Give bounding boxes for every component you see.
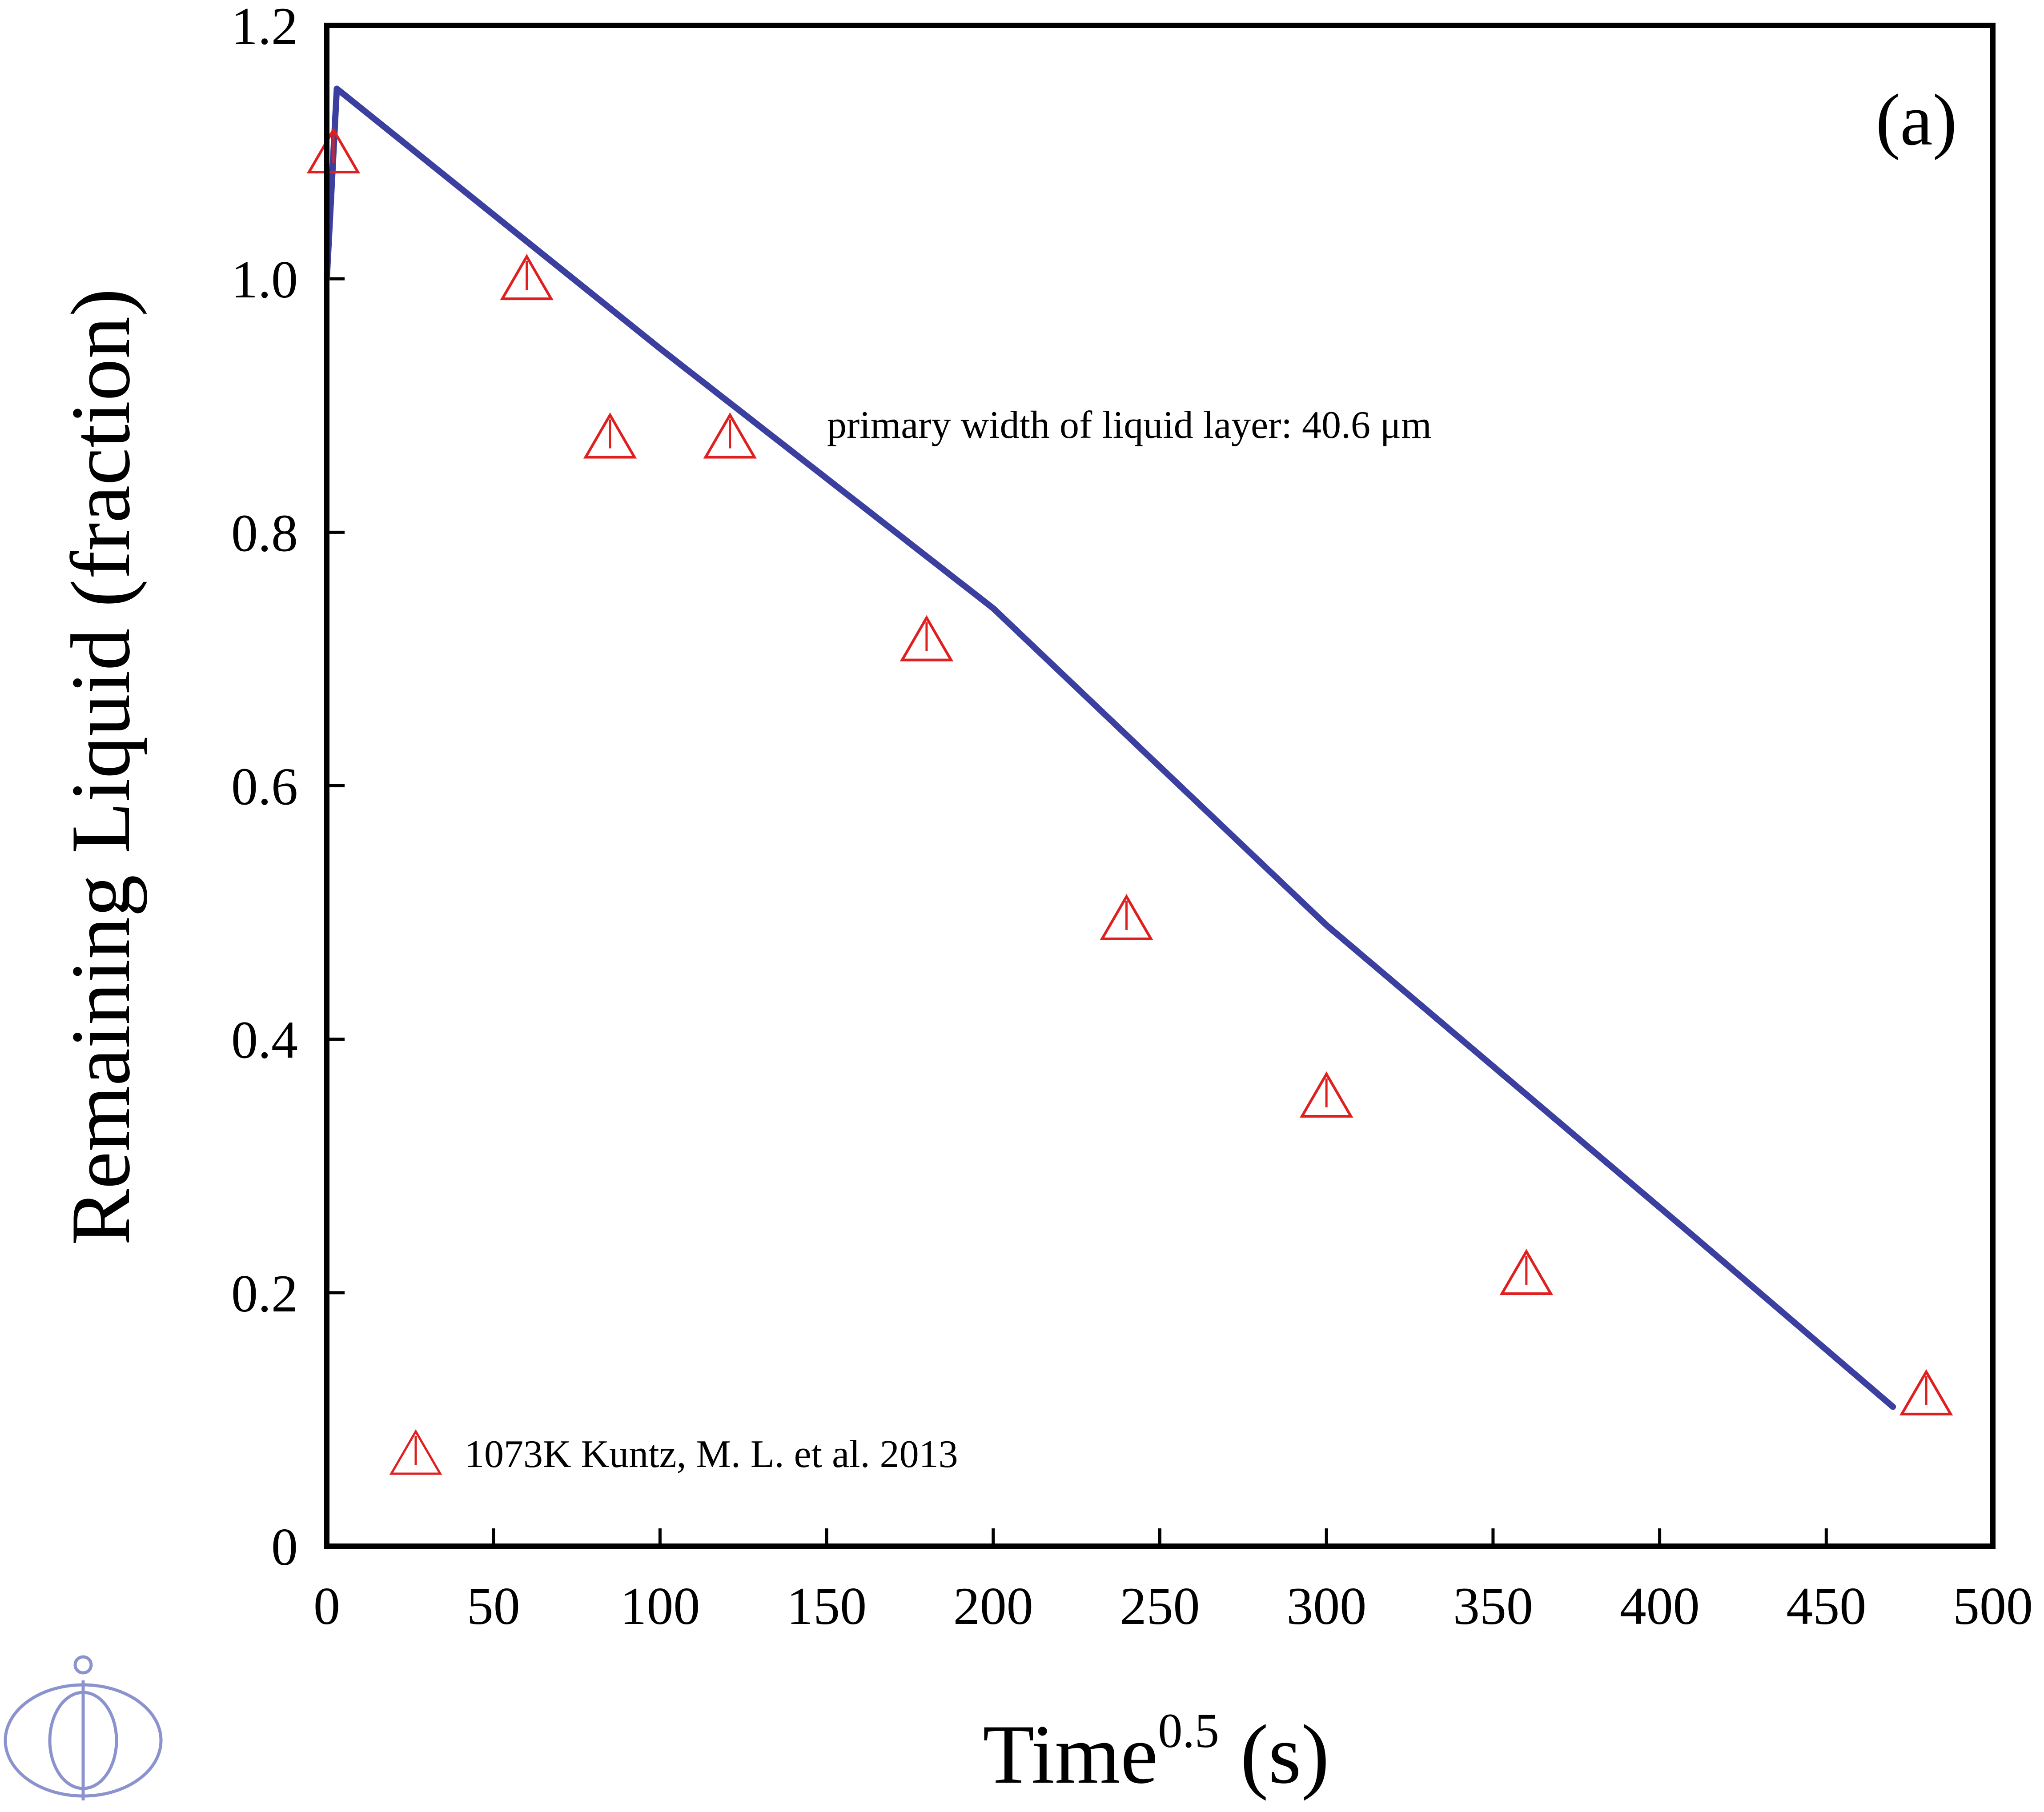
x-tick-label: 50 — [467, 1576, 520, 1636]
data-point — [306, 127, 361, 174]
x-tick-label: 200 — [953, 1576, 1033, 1636]
y-tick-label: 0.6 — [231, 757, 298, 816]
data-point — [703, 412, 757, 459]
data-point — [1100, 894, 1153, 940]
annotation-text: primary width of liquid layer: 40.6 μm — [827, 404, 1432, 447]
publisher-logo-icon — [4, 1655, 163, 1800]
legend: 1073K Kuntz, M. L. et al. 2013 — [389, 1429, 958, 1476]
data-point-marker — [900, 615, 954, 661]
x-axis-title-unit: (s) — [1219, 1708, 1329, 1801]
y-tick-label: 0.4 — [231, 1010, 298, 1070]
data-point-marker — [500, 254, 554, 301]
y-tick-label: 0.2 — [231, 1264, 298, 1323]
data-point — [1499, 1249, 1554, 1295]
x-tick-label: 150 — [787, 1576, 867, 1636]
data-point-marker — [703, 412, 757, 459]
x-tick-label: 250 — [1120, 1576, 1200, 1636]
ticks-layer — [325, 24, 1995, 1548]
data-point-marker — [1499, 1249, 1554, 1295]
x-tick-label: 100 — [620, 1576, 700, 1636]
y-tick-label: 0.8 — [231, 503, 298, 562]
y-tick-label: 0 — [271, 1517, 298, 1576]
series-layer — [306, 85, 1953, 1415]
x-tick-label: 500 — [1953, 1576, 2033, 1636]
x-tick-label: 450 — [1786, 1576, 1866, 1636]
y-axis-title: Remaining Liquid (fraction) — [54, 289, 148, 1246]
x-tick-label: 300 — [1286, 1576, 1366, 1636]
data-point — [500, 254, 554, 301]
model-curve-line — [324, 85, 1896, 1410]
data-point — [1899, 1369, 1953, 1415]
data-point-marker — [306, 127, 361, 174]
plot-area-frame — [324, 23, 1996, 1549]
data-point — [1299, 1071, 1353, 1118]
y-tick-label: 1.2 — [231, 0, 298, 56]
data-point-marker — [1100, 894, 1153, 940]
data-point — [900, 615, 954, 661]
y-tick-label: 1.0 — [231, 250, 298, 309]
x-tick-label: 400 — [1620, 1576, 1700, 1636]
data-point-marker — [583, 412, 637, 459]
tick-labels-layer: 0 50 100 150 200 250 300 350 400 450 500 0 0.2 0.4 0.6… — [231, 0, 2033, 1636]
x-axis-title-superscript: 0.5 — [1158, 1704, 1219, 1758]
legend-label: 1073K Kuntz, M. L. et al. 2013 — [465, 1433, 958, 1476]
data-point — [583, 412, 637, 459]
x-tick-label: 0 — [313, 1576, 340, 1636]
panel-label: (a) — [1875, 79, 1957, 160]
data-point-marker — [1299, 1071, 1353, 1118]
legend-marker — [389, 1429, 442, 1475]
x-axis-title: Time0.5 (s) — [983, 1704, 1329, 1801]
data-point-marker — [1899, 1369, 1953, 1415]
x-tick-label: 350 — [1453, 1576, 1533, 1636]
x-axis-title-main: Time — [983, 1708, 1158, 1801]
